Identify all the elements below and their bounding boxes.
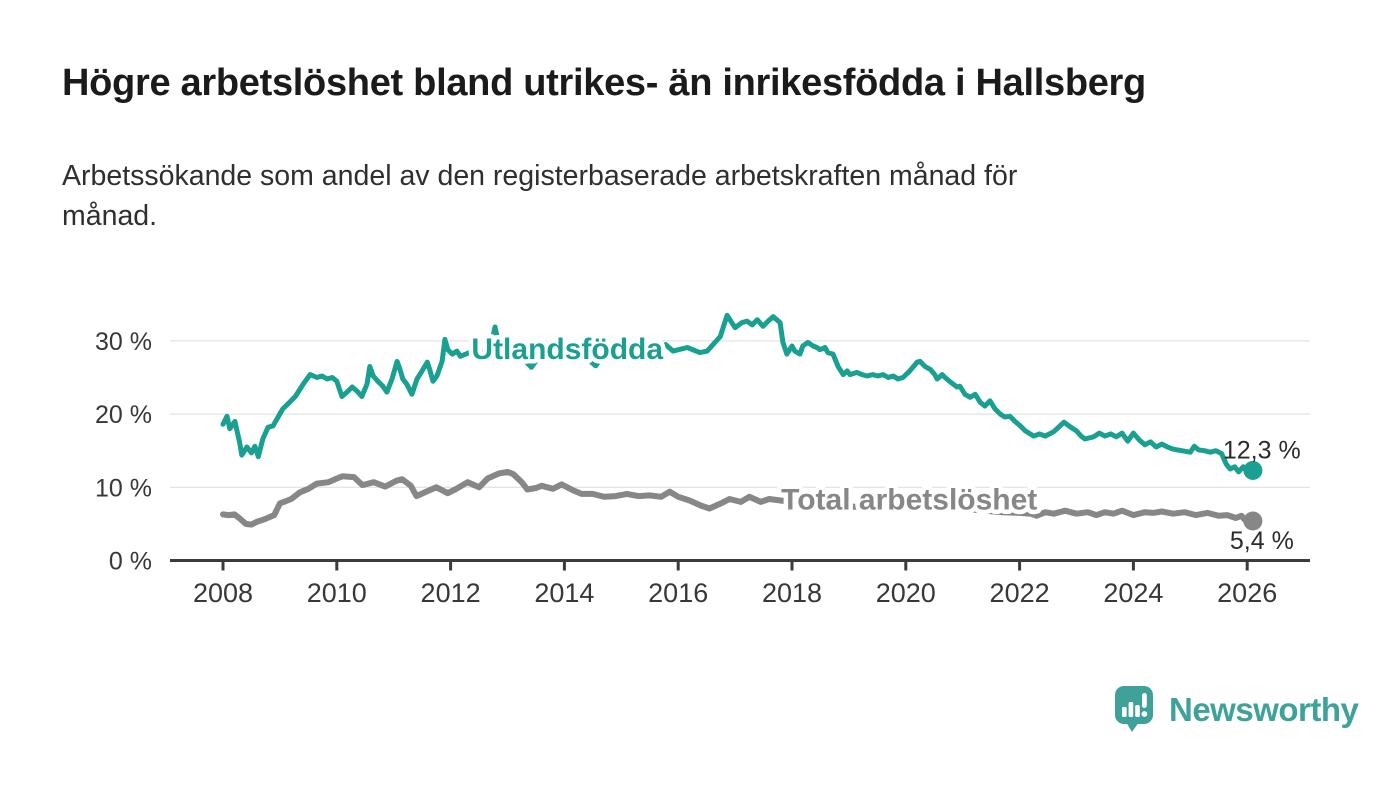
logo-exclamation-dot-icon xyxy=(1141,711,1148,717)
x-tick-label: 2010 xyxy=(307,578,367,608)
logo-bar-icon xyxy=(1128,702,1134,717)
x-tick-label: 2024 xyxy=(1103,578,1163,608)
series-label-total: Total arbetslöshet xyxy=(781,484,1037,517)
y-tick-label: 0 % xyxy=(109,548,152,576)
x-tick-label: 2014 xyxy=(534,578,594,608)
x-tick-label: 2022 xyxy=(990,578,1050,608)
y-tick-label: 10 % xyxy=(95,474,152,502)
x-tick-label: 2026 xyxy=(1217,578,1277,608)
x-tick-label: 2008 xyxy=(193,578,253,608)
end-dot-total xyxy=(1243,511,1263,531)
page-title: Högre arbetslöshet bland utrikes- än inr… xyxy=(62,62,1146,104)
logo-exclamation-icon xyxy=(1142,693,1147,708)
newsworthy-logo-icon xyxy=(1115,686,1153,732)
series-line-utlandsfodda xyxy=(220,312,1256,475)
logo-bubble-tail xyxy=(1126,722,1139,732)
logo-bar-icon xyxy=(1122,707,1127,717)
x-tick-label: 2018 xyxy=(762,578,822,608)
x-tick-label: 2020 xyxy=(876,578,936,608)
newsworthy-logo: Newsworthy xyxy=(1115,686,1359,734)
end-dot-utlandsfodda xyxy=(1243,460,1263,480)
series-label-utlandsfodda: Utlandsfödda xyxy=(471,333,663,366)
y-tick-label: 20 % xyxy=(95,401,152,429)
logo-bubble xyxy=(1115,686,1153,724)
y-tick-label: 30 % xyxy=(95,328,152,356)
logo-bar-icon xyxy=(1135,705,1140,717)
newsworthy-logo-text: Newsworthy xyxy=(1169,691,1359,728)
end-value-label-total: 5,4 % xyxy=(1230,527,1294,555)
series-line-total xyxy=(220,468,1256,528)
x-tick-label: 2012 xyxy=(421,578,481,608)
page-subtitle: Arbetssökande som andel av den registerb… xyxy=(62,160,1018,233)
end-value-label-utlandsfodda: 12,3 % xyxy=(1223,436,1301,464)
x-tick-label: 2016 xyxy=(648,578,708,608)
